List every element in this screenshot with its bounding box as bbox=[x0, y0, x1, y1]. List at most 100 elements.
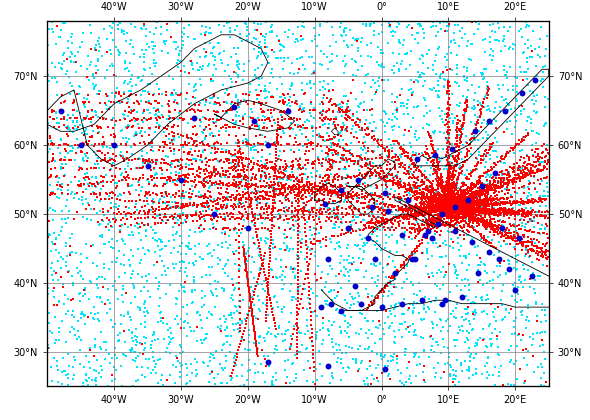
Point bbox=[80, 181, 89, 187]
Point bbox=[234, 347, 243, 354]
Point bbox=[507, 178, 517, 185]
Point bbox=[248, 234, 257, 241]
Point bbox=[444, 204, 453, 211]
Point bbox=[424, 132, 434, 139]
Point bbox=[444, 213, 453, 220]
Point bbox=[76, 110, 85, 117]
Point bbox=[517, 308, 526, 315]
Point bbox=[53, 92, 62, 99]
Point bbox=[165, 112, 174, 119]
Point bbox=[197, 227, 206, 234]
Point bbox=[215, 326, 225, 332]
Point bbox=[450, 204, 460, 210]
Point bbox=[402, 167, 411, 174]
Point bbox=[211, 155, 221, 162]
Point bbox=[245, 296, 255, 302]
Point bbox=[540, 196, 549, 203]
Point bbox=[443, 172, 453, 179]
Point bbox=[297, 100, 306, 107]
Point bbox=[146, 174, 155, 181]
Point bbox=[470, 206, 480, 213]
Point bbox=[93, 130, 103, 136]
Point bbox=[523, 313, 532, 320]
Point bbox=[262, 44, 271, 50]
Point bbox=[447, 213, 456, 220]
Point bbox=[297, 170, 306, 177]
Point bbox=[399, 37, 408, 44]
Point bbox=[430, 218, 439, 225]
Point bbox=[111, 158, 120, 164]
Point bbox=[483, 191, 493, 198]
Point bbox=[355, 117, 365, 123]
Point bbox=[446, 187, 455, 194]
Point bbox=[130, 24, 139, 30]
Point bbox=[408, 149, 417, 156]
Point bbox=[427, 235, 437, 242]
Point bbox=[474, 137, 483, 144]
Point bbox=[127, 346, 136, 353]
Point bbox=[435, 199, 444, 206]
Point bbox=[49, 108, 58, 114]
Point bbox=[430, 192, 439, 199]
Point bbox=[260, 37, 270, 43]
Point bbox=[448, 191, 458, 198]
Point bbox=[266, 297, 275, 304]
Point bbox=[298, 18, 307, 25]
Point bbox=[271, 255, 281, 262]
Point bbox=[78, 213, 88, 220]
Point bbox=[462, 207, 471, 214]
Point bbox=[112, 200, 121, 207]
Point bbox=[250, 67, 260, 74]
Point bbox=[237, 155, 246, 162]
Point bbox=[457, 208, 467, 215]
Point bbox=[185, 22, 194, 29]
Point bbox=[329, 133, 339, 140]
Point bbox=[330, 197, 340, 204]
Point bbox=[457, 322, 467, 329]
Point bbox=[511, 175, 520, 181]
Point bbox=[295, 116, 304, 123]
Point bbox=[497, 18, 507, 25]
Point bbox=[449, 202, 458, 209]
Point bbox=[524, 198, 533, 205]
Point bbox=[444, 354, 453, 360]
Point bbox=[286, 189, 295, 195]
Point bbox=[158, 112, 167, 118]
Point bbox=[412, 300, 421, 307]
Point bbox=[497, 199, 507, 205]
Point bbox=[478, 104, 488, 110]
Point bbox=[169, 136, 179, 143]
Point bbox=[444, 194, 453, 200]
Point bbox=[67, 142, 76, 149]
Point bbox=[99, 339, 109, 345]
Point bbox=[360, 120, 369, 127]
Point bbox=[280, 168, 289, 174]
Point bbox=[306, 182, 316, 189]
Point bbox=[504, 200, 514, 206]
Point bbox=[273, 33, 282, 39]
Point bbox=[527, 172, 536, 179]
Point bbox=[309, 67, 319, 74]
Point bbox=[338, 144, 348, 151]
Point bbox=[274, 182, 284, 189]
Point bbox=[335, 195, 345, 202]
Point bbox=[394, 184, 404, 191]
Point bbox=[225, 227, 235, 234]
Point bbox=[506, 233, 516, 239]
Point bbox=[78, 189, 88, 195]
Point bbox=[297, 177, 307, 184]
Point bbox=[279, 216, 289, 223]
Point bbox=[276, 246, 286, 252]
Point bbox=[445, 205, 454, 212]
Point bbox=[54, 142, 64, 148]
Point bbox=[427, 210, 436, 217]
Point bbox=[251, 176, 261, 182]
Point bbox=[257, 140, 266, 147]
Point bbox=[120, 270, 130, 277]
Point bbox=[171, 46, 181, 52]
Point bbox=[242, 270, 251, 277]
Point bbox=[446, 204, 455, 210]
Point bbox=[343, 191, 353, 198]
Point bbox=[407, 194, 416, 201]
Point bbox=[450, 204, 459, 210]
